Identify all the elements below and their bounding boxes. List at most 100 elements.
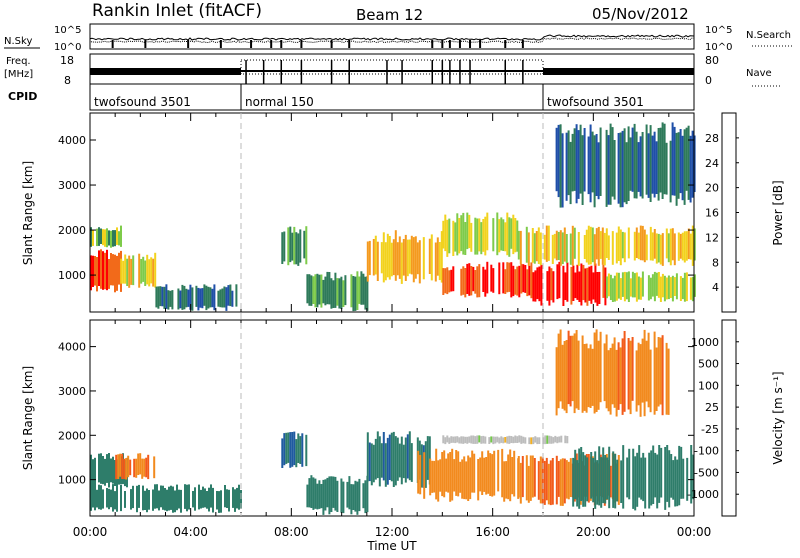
data-cell xyxy=(589,226,592,265)
data-cell xyxy=(297,233,300,266)
data-cell xyxy=(691,130,694,198)
data-cell xyxy=(639,136,642,197)
data-cell xyxy=(448,218,451,254)
data-cell xyxy=(627,126,630,201)
data-cell xyxy=(376,241,379,281)
data-cell xyxy=(141,458,144,479)
data-cell xyxy=(94,484,96,511)
data-cell xyxy=(281,438,284,468)
data-cell xyxy=(92,485,94,508)
data-cell xyxy=(561,458,564,506)
data-cell xyxy=(330,278,333,309)
data-cell xyxy=(504,437,507,443)
data-cell xyxy=(667,348,670,415)
data-cell xyxy=(601,227,604,265)
data-cell xyxy=(526,269,529,297)
data-cell xyxy=(226,489,228,508)
data-cell xyxy=(161,286,164,307)
data-cell xyxy=(378,436,381,487)
noise-right-label: N.Search xyxy=(746,30,791,41)
data-cell xyxy=(100,453,102,484)
data-cell xyxy=(564,435,567,444)
data-cell xyxy=(653,229,656,259)
data-cell xyxy=(667,233,670,263)
data-cell xyxy=(153,456,156,479)
data-cell xyxy=(209,287,212,308)
nave-tick-top: 80 xyxy=(705,54,719,67)
data-cell xyxy=(508,217,511,257)
data-cell xyxy=(310,275,313,306)
data-cell xyxy=(627,338,630,410)
data-cell xyxy=(394,436,397,486)
colorbar-tick-label: 20 xyxy=(705,182,719,195)
data-cell xyxy=(330,476,333,512)
data-cell xyxy=(240,490,242,509)
data-cell xyxy=(680,446,683,499)
data-cell xyxy=(510,262,513,298)
data-cell xyxy=(195,285,198,307)
data-cell xyxy=(219,289,222,308)
data-cell xyxy=(236,487,238,509)
data-cell xyxy=(155,286,158,308)
data-cell xyxy=(203,284,206,306)
data-cell xyxy=(581,135,584,205)
data-cell xyxy=(431,460,434,493)
data-cell xyxy=(342,280,345,307)
data-cell xyxy=(551,458,554,505)
data-cell xyxy=(129,459,132,476)
data-cell xyxy=(643,329,646,417)
data-cell xyxy=(156,484,158,509)
x-tick-label: 04:00 xyxy=(173,525,208,539)
data-cell xyxy=(143,458,146,477)
data-cell xyxy=(497,449,500,492)
data-cell xyxy=(462,436,465,444)
data-cell xyxy=(635,272,638,302)
data-cell xyxy=(314,478,317,509)
colorbar-tick-label: 500 xyxy=(698,358,719,371)
data-cell xyxy=(336,278,339,306)
data-cell xyxy=(580,447,583,501)
data-cell xyxy=(616,459,619,502)
data-cell xyxy=(592,272,595,300)
data-cell xyxy=(607,235,610,260)
data-cell xyxy=(478,435,481,443)
data-cell xyxy=(671,275,674,302)
data-cell xyxy=(516,436,519,443)
data-cell xyxy=(192,491,194,508)
nave-tick-bottom: 0 xyxy=(705,74,712,87)
data-cell xyxy=(368,442,371,482)
data-cell xyxy=(557,231,560,260)
data-cell xyxy=(519,230,522,265)
data-cell xyxy=(328,272,331,305)
data-cell xyxy=(556,264,559,300)
data-cell xyxy=(464,222,467,255)
data-cell xyxy=(460,268,463,296)
data-cell xyxy=(614,453,617,509)
data-cell xyxy=(621,130,624,208)
data-cell xyxy=(398,236,401,279)
data-cell xyxy=(685,272,688,302)
data-cell xyxy=(458,437,461,444)
data-cell xyxy=(223,286,226,308)
data-cell xyxy=(651,135,654,194)
data-cell xyxy=(509,449,512,502)
data-cell xyxy=(138,484,140,508)
nave-label: Nave xyxy=(746,68,772,79)
data-cell xyxy=(388,236,391,280)
data-cell xyxy=(639,344,642,417)
data-cell xyxy=(470,266,473,296)
data-cell xyxy=(508,262,511,292)
data-cell xyxy=(589,344,592,408)
data-cell xyxy=(505,461,508,499)
data-cell xyxy=(572,457,575,507)
data-cell xyxy=(617,226,620,261)
data-cell xyxy=(326,477,329,508)
data-cell xyxy=(102,229,104,246)
data-cell xyxy=(661,335,664,416)
data-cell xyxy=(644,457,647,509)
data-cell xyxy=(669,140,672,203)
data-cell xyxy=(295,232,298,265)
data-cell xyxy=(159,286,162,307)
data-cell xyxy=(206,491,208,509)
data-cell xyxy=(216,491,218,510)
